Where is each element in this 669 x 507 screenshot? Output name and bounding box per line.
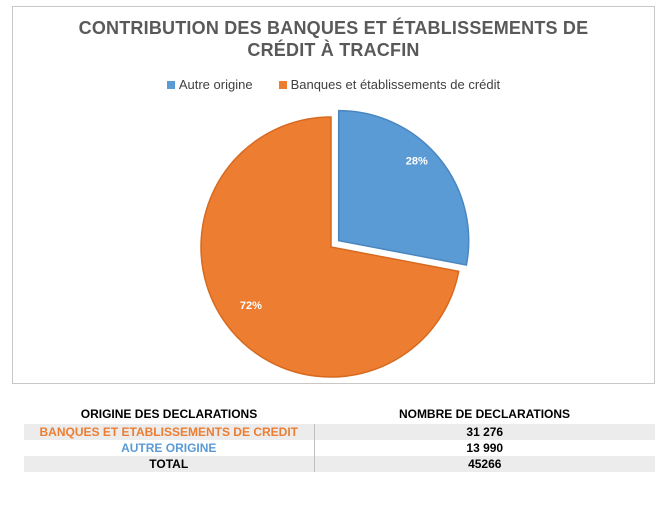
table-row: BANQUES ET ETABLISSEMENTS DE CREDIT 31 2… <box>24 424 655 440</box>
table-header-row: ORIGINE DES DECLARATIONS NOMBRE DE DECLA… <box>24 404 655 424</box>
table-cell-value: 13 990 <box>466 441 504 455</box>
pie-slice-autre-origine <box>337 109 470 266</box>
table-cell-label: AUTRE ORIGINE <box>24 440 315 456</box>
legend-swatch-autre-origine <box>166 80 175 89</box>
data-table: ORIGINE DES DECLARATIONS NOMBRE DE DECLA… <box>24 404 655 472</box>
chart-title-line-1: CONTRIBUTION DES BANQUES ET ÉTABLISSEMEN… <box>78 18 589 38</box>
chart-title: CONTRIBUTION DES BANQUES ET ÉTABLISSEMEN… <box>13 17 654 61</box>
chart-frame: CONTRIBUTION DES BANQUES ET ÉTABLISSEMEN… <box>12 6 655 384</box>
pie-chart: 28% 72% <box>200 109 470 378</box>
pie-data-label-autre-origine: 28% <box>406 156 428 168</box>
table-header-nombre: NOMBRE DE DECLARATIONS <box>398 407 571 421</box>
legend-item-autre-origine: Autre origine <box>166 77 253 92</box>
table-row: AUTRE ORIGINE 13 990 <box>24 440 655 456</box>
table-cell-label: TOTAL <box>24 456 315 472</box>
legend-label-autre-origine: Autre origine <box>178 77 253 92</box>
chart-legend: Autre origine Banques et établissements … <box>13 77 654 92</box>
table-cell-value: 45266 <box>314 456 655 472</box>
pie-slice-banques <box>200 116 460 378</box>
chart-title-line-2: CRÉDIT À TRACFIN <box>247 40 420 60</box>
table-header-origine: ORIGINE DES DECLARATIONS <box>80 407 258 421</box>
table-cell-label: BANQUES ET ETABLISSEMENTS DE CREDIT <box>24 424 315 440</box>
legend-item-banques: Banques et établissements de crédit <box>278 77 501 92</box>
pie-data-label-banques: 72% <box>240 300 262 312</box>
table-row-total: TOTAL 45266 <box>24 456 655 472</box>
table-cell-value: 31 276 <box>314 424 655 440</box>
legend-swatch-banques <box>278 80 287 89</box>
legend-label-banques: Banques et établissements de crédit <box>290 77 501 92</box>
